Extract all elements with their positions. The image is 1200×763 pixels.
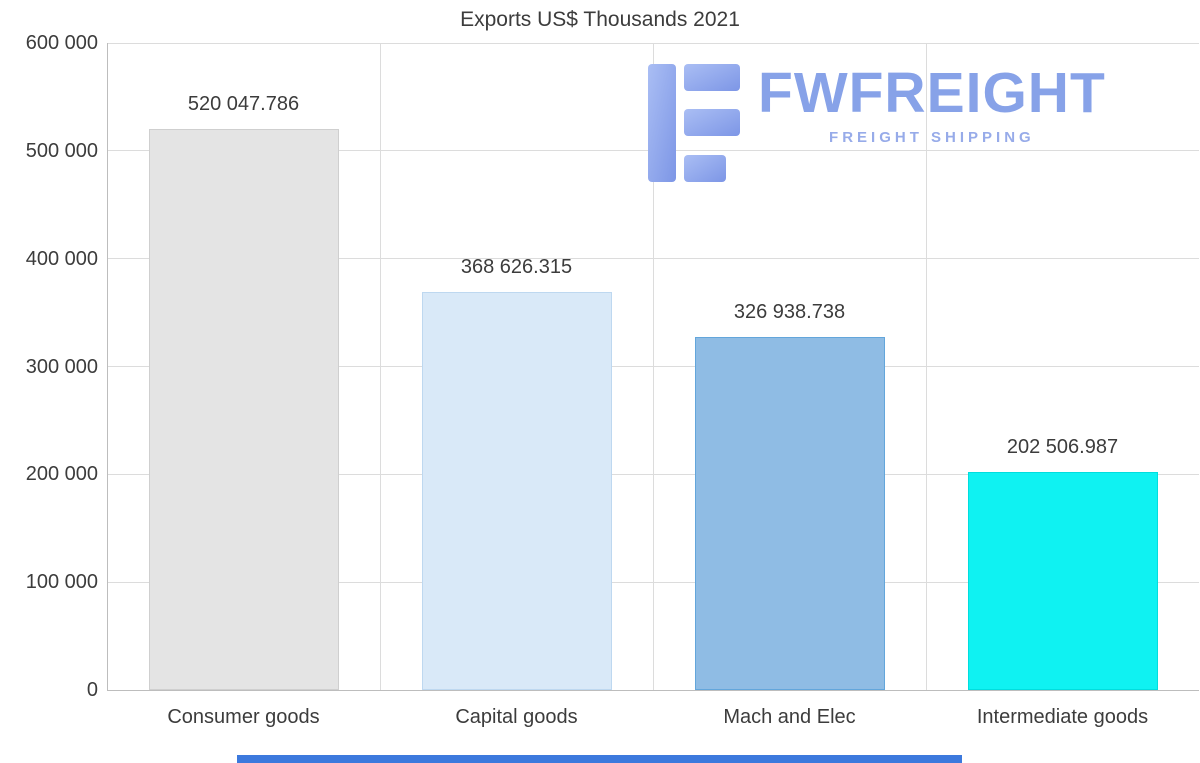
bottom-strip bbox=[237, 755, 962, 763]
y-tick-label: 0 bbox=[86, 679, 98, 701]
x-tick-label: Consumer goods bbox=[167, 706, 320, 728]
bar-consumer-goods bbox=[148, 129, 339, 690]
bar-intermediate-goods bbox=[967, 471, 1158, 690]
bar-value-label: 520 047.786 bbox=[187, 93, 300, 116]
fwfreight-logo-icon bbox=[648, 64, 740, 182]
bar-value-label: 202 506.987 bbox=[1006, 435, 1119, 458]
y-tick-label: 400 000 bbox=[25, 247, 98, 270]
gridline-h bbox=[107, 689, 1199, 691]
bar-value-label: 368 626.315 bbox=[460, 256, 573, 279]
gridline-v bbox=[379, 43, 381, 690]
y-axis-line bbox=[106, 43, 108, 690]
logo-brand-text: FWFREIGHT bbox=[758, 61, 1106, 125]
y-tick-label: 200 000 bbox=[25, 463, 98, 486]
bar-value-label: 326 938.738 bbox=[733, 301, 846, 324]
bar-mach-and-elec bbox=[694, 337, 885, 690]
y-tick-label: 300 000 bbox=[25, 355, 98, 378]
logo-tagline: FREIGHT SHIPPING bbox=[829, 128, 1035, 146]
x-tick-label: Intermediate goods bbox=[976, 706, 1149, 728]
gridline-v bbox=[652, 43, 654, 690]
chart-title: Exports US$ Thousands 2021 bbox=[460, 8, 740, 31]
y-tick-label: 600 000 bbox=[25, 32, 98, 54]
bar-capital-goods bbox=[421, 292, 612, 690]
y-tick-label: 500 000 bbox=[25, 139, 98, 162]
logo-text-block: FWFREIGHT FREIGHT SHIPPING bbox=[758, 61, 1106, 146]
y-tick-label: 100 000 bbox=[25, 571, 98, 594]
x-tick-label: Mach and Elec bbox=[723, 706, 856, 728]
fwfreight-logo: FWFREIGHT FREIGHT SHIPPING bbox=[648, 61, 1106, 182]
gridline-v bbox=[925, 43, 927, 690]
x-tick-label: Capital goods bbox=[455, 706, 578, 728]
